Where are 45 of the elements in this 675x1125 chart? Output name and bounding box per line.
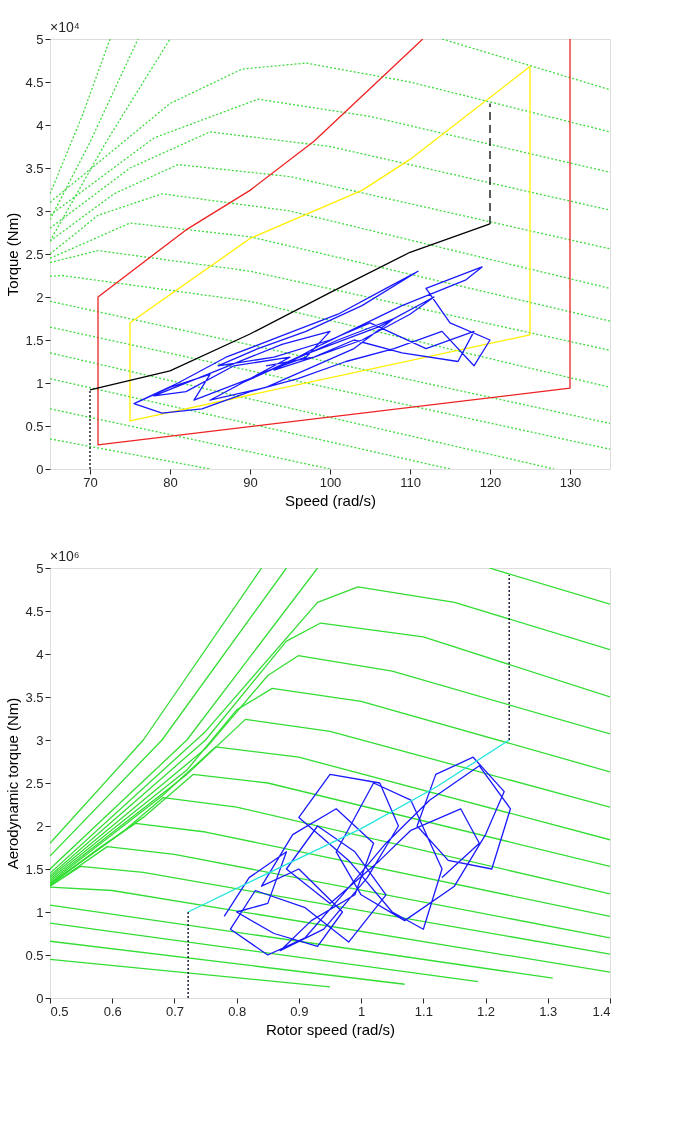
x-tick-label: 0.5 — [50, 1003, 69, 1019]
x-tick-label: 1.1 — [414, 1003, 433, 1019]
y-tick-label: 0.5 — [25, 947, 44, 963]
y-tick-label: 5 — [36, 560, 44, 576]
y-tick-label: 1.5 — [25, 861, 44, 877]
x-axis-title: Speed (rad/s) — [285, 491, 376, 509]
x-axis-title: Rotor speed (rad/s) — [265, 1020, 396, 1038]
y-tick-label: 0.5 — [25, 418, 44, 434]
x-tick-label: 0.6 — [103, 1003, 122, 1019]
y-axis-title: Aerodynamic torque (Nm) — [4, 697, 22, 870]
text: ×10⁴ — [50, 19, 80, 35]
y-tick-label: 1 — [36, 904, 44, 920]
x-tick-label: 120 — [479, 474, 502, 490]
y-tick-label: 2 — [36, 818, 44, 834]
x-tick-label: 1 — [357, 1003, 366, 1019]
y-tick-label: 3 — [36, 203, 44, 219]
x-tick-label: 0.7 — [165, 1003, 184, 1019]
y-tick-label: 2.5 — [25, 775, 44, 791]
y-tick-label: 1 — [36, 375, 44, 391]
x-tick-label: 70 — [83, 474, 98, 490]
y-tick-label: 5 — [36, 31, 44, 47]
x-tick-label: 0.8 — [228, 1003, 247, 1019]
x-tick-label: 130 — [559, 474, 582, 490]
x-tick-label: 110 — [400, 474, 421, 490]
y-tick-label: 0 — [36, 990, 44, 1006]
y-tick-label: 4 — [36, 117, 44, 133]
x-tick-label: 80 — [163, 474, 178, 490]
x-tick-label: 1.3 — [539, 1003, 558, 1019]
x-tick-label: 0.9 — [290, 1003, 309, 1019]
y-axis-title: Torque (Nm) — [4, 212, 22, 297]
y-tick-label: 3.5 — [25, 160, 44, 176]
y-tick-label: 4.5 — [25, 603, 44, 619]
text: ×10⁶ — [50, 548, 80, 564]
y-tick-label: 2.5 — [25, 246, 44, 262]
x-tick-label: 1.2 — [477, 1003, 496, 1019]
y-tick-label: 3 — [36, 732, 44, 748]
y-tick-label: 3.5 — [25, 689, 44, 705]
y-tick-label: 4.5 — [25, 74, 44, 90]
x-tick-label: 1.4 — [592, 1003, 611, 1019]
x-tick-label: 100 — [319, 474, 342, 490]
y-tick-label: 2 — [36, 289, 44, 305]
y-tick-label: 4 — [36, 646, 44, 662]
y-tick-label: 0 — [36, 461, 44, 477]
x-tick-label: 90 — [243, 474, 258, 490]
y-tick-label: 1.5 — [25, 332, 44, 348]
